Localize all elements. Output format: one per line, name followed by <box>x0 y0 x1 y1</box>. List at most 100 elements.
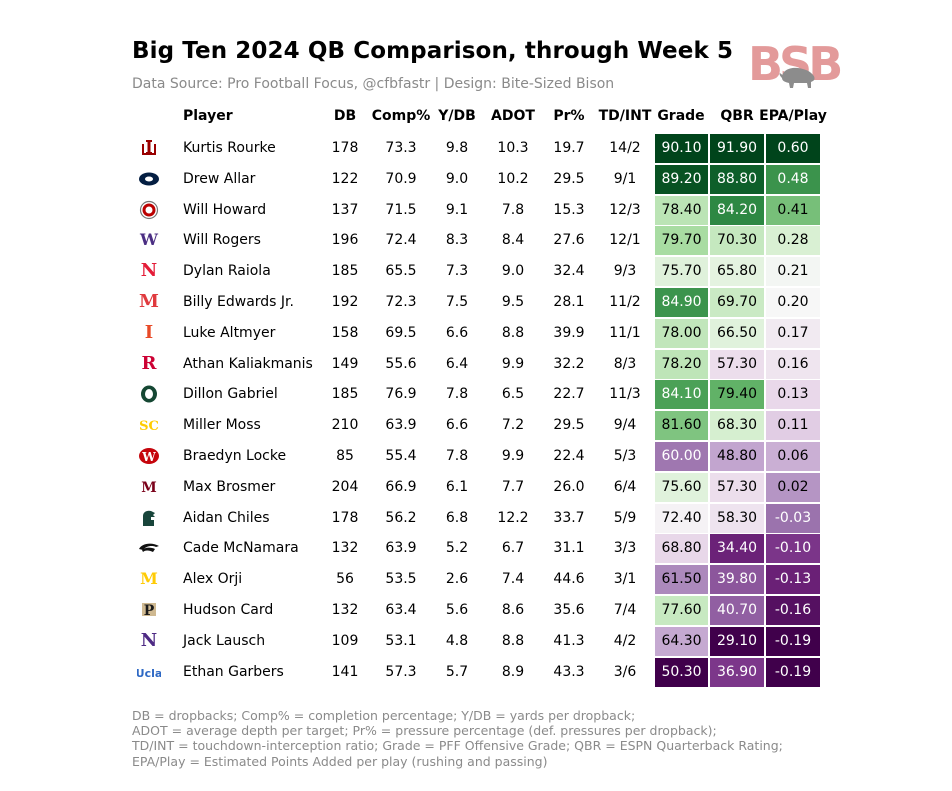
footnote-line: TD/INT = touchdown-interception ratio; G… <box>132 738 783 754</box>
cell-pr: 15.3 <box>553 201 585 218</box>
heat-cell-grade: 60.00 <box>655 442 708 471</box>
heat-cell-qbr: 69.70 <box>710 288 764 317</box>
cell-pr: 28.1 <box>553 294 585 310</box>
cell-comp: 69.5 <box>385 324 417 341</box>
heat-cell-grade: 50.30 <box>655 657 708 687</box>
cell-tdint: 3/1 <box>613 571 637 588</box>
heat-cell-grade: 84.10 <box>655 380 708 410</box>
cell-adot: 6.7 <box>501 540 525 557</box>
michigan-logo-icon: M <box>140 569 158 588</box>
cell-adot: 9.9 <box>501 355 525 372</box>
table-row: Drew Allar 122 70.9 9.0 10.2 29.5 9/1 89.20 88.8… <box>0 164 952 195</box>
column-header-db: DB <box>333 108 357 124</box>
heat-cell-epa: -0.03 <box>766 503 820 533</box>
illinois-logo-icon: I <box>145 323 153 343</box>
table-row: I Luke Altmyer 158 69.5 6.6 8.8 39.9 11/1 78.00 6… <box>0 318 952 349</box>
cell-tdint: 3/3 <box>613 540 637 557</box>
cell-comp: 53.1 <box>385 632 417 649</box>
cell-adot: 9.5 <box>501 294 525 310</box>
cell-comp: 56.2 <box>385 509 417 526</box>
heat-cell-qbr: 29.10 <box>710 626 764 656</box>
cell-adot: 9.0 <box>501 263 525 280</box>
svg-text:W: W <box>139 230 159 249</box>
cell-tdint: 14/2 <box>609 140 641 156</box>
heat-cell-grade: 75.70 <box>655 257 708 287</box>
table-row: P Hudson Card 132 63.4 5.6 8.6 35.6 7/4 77.60 40.… <box>0 595 952 626</box>
cell-ydb: 5.6 <box>445 602 469 618</box>
brand-logo: BSB <box>748 36 843 94</box>
heat-cell-epa: 0.16 <box>766 349 820 379</box>
cell-ydb: 7.8 <box>445 386 469 403</box>
cell-tdint: 12/1 <box>609 232 641 249</box>
cell-player: Kurtis Rourke <box>183 140 276 156</box>
cell-player: Drew Allar <box>183 170 256 187</box>
cell-tdint: 11/2 <box>609 294 641 310</box>
footnote-line: ADOT = average depth per target; Pr% = p… <box>132 723 717 739</box>
heat-cell-grade: 81.60 <box>655 411 708 441</box>
penn-state-logo-icon <box>139 172 159 186</box>
cell-tdint: 12/3 <box>609 201 641 218</box>
table-row: Ucla Ethan Garbers 141 57.3 5.7 8.9 43.3 3/6 50.… <box>0 657 952 688</box>
heat-cell-grade: 68.80 <box>655 534 708 564</box>
cell-player: Dylan Raiola <box>183 263 271 280</box>
heat-cell-epa: 0.41 <box>766 195 820 225</box>
table-row: Dillon Gabriel 185 76.9 7.8 6.5 22.7 11/3 84.10… <box>0 379 952 410</box>
cell-tdint: 8/3 <box>613 355 637 372</box>
cell-player: Will Howard <box>183 201 267 218</box>
column-header-tdint: TD/INT <box>598 108 652 124</box>
cell-player: Will Rogers <box>183 232 261 249</box>
cell-db: 132 <box>331 540 359 557</box>
heat-cell-epa: 0.21 <box>766 257 820 287</box>
cell-ydb: 6.8 <box>445 509 469 526</box>
column-header-adot: ADOT <box>491 108 535 124</box>
table-row: N Jack Lausch 109 53.1 4.8 8.8 41.3 4/2 64.30 29.… <box>0 626 952 657</box>
cell-tdint: 5/3 <box>613 448 637 464</box>
cell-tdint: 9/4 <box>613 417 637 434</box>
cell-adot: 7.4 <box>501 571 525 588</box>
svg-text:W: W <box>141 450 156 464</box>
cell-db: 204 <box>331 478 359 495</box>
heat-cell-qbr: 39.80 <box>710 565 764 595</box>
heat-cell-qbr: 88.80 <box>710 164 764 194</box>
cell-player: Hudson Card <box>183 602 274 618</box>
rutgers-logo-icon: R <box>142 354 158 374</box>
cell-pr: 22.7 <box>553 386 585 403</box>
svg-text:SC: SC <box>139 419 159 434</box>
svg-text:P: P <box>144 603 155 619</box>
heat-cell-epa: 0.06 <box>766 442 820 471</box>
heat-cell-qbr: 68.30 <box>710 411 764 441</box>
heat-cell-epa: 0.20 <box>766 288 820 317</box>
heat-cell-qbr: 84.20 <box>710 195 764 225</box>
cell-pr: 44.6 <box>553 571 585 588</box>
cell-ydb: 9.0 <box>445 170 469 187</box>
cell-adot: 8.4 <box>501 232 525 249</box>
svg-text:M: M <box>141 480 157 496</box>
cell-tdint: 5/9 <box>613 509 637 526</box>
heat-cell-qbr: 58.30 <box>710 503 764 533</box>
heat-cell-epa: -0.16 <box>766 596 820 625</box>
heat-cell-qbr: 57.30 <box>710 472 764 502</box>
cell-player: Luke Altmyer <box>183 324 276 341</box>
cell-adot: 12.2 <box>497 509 529 526</box>
cell-db: 185 <box>331 263 359 280</box>
cell-pr: 19.7 <box>553 140 585 156</box>
cell-player: Braedyn Locke <box>183 448 287 464</box>
cell-ydb: 9.8 <box>445 140 469 156</box>
cell-db: 196 <box>331 232 359 249</box>
heat-cell-grade: 79.70 <box>655 226 708 256</box>
cell-pr: 27.6 <box>553 232 585 249</box>
cell-pr: 32.4 <box>553 263 585 280</box>
cell-player: Ethan Garbers <box>183 663 284 680</box>
footnote-line: DB = dropbacks; Comp% = completion perce… <box>132 708 636 723</box>
cell-player: Alex Orji <box>183 571 243 588</box>
maryland-logo-icon: M <box>139 292 159 312</box>
cell-comp: 72.3 <box>385 294 417 310</box>
cell-comp: 76.9 <box>385 386 417 403</box>
ucla-logo-icon: Ucla <box>137 667 161 680</box>
cell-pr: 39.9 <box>553 324 585 341</box>
cell-pr: 32.2 <box>553 355 585 372</box>
heat-cell-epa: 0.02 <box>766 472 820 502</box>
cell-db: 185 <box>331 386 359 403</box>
table-row: Will Howard 137 71.5 9.1 7.8 15.3 12/3 78.40 84.… <box>0 195 952 226</box>
